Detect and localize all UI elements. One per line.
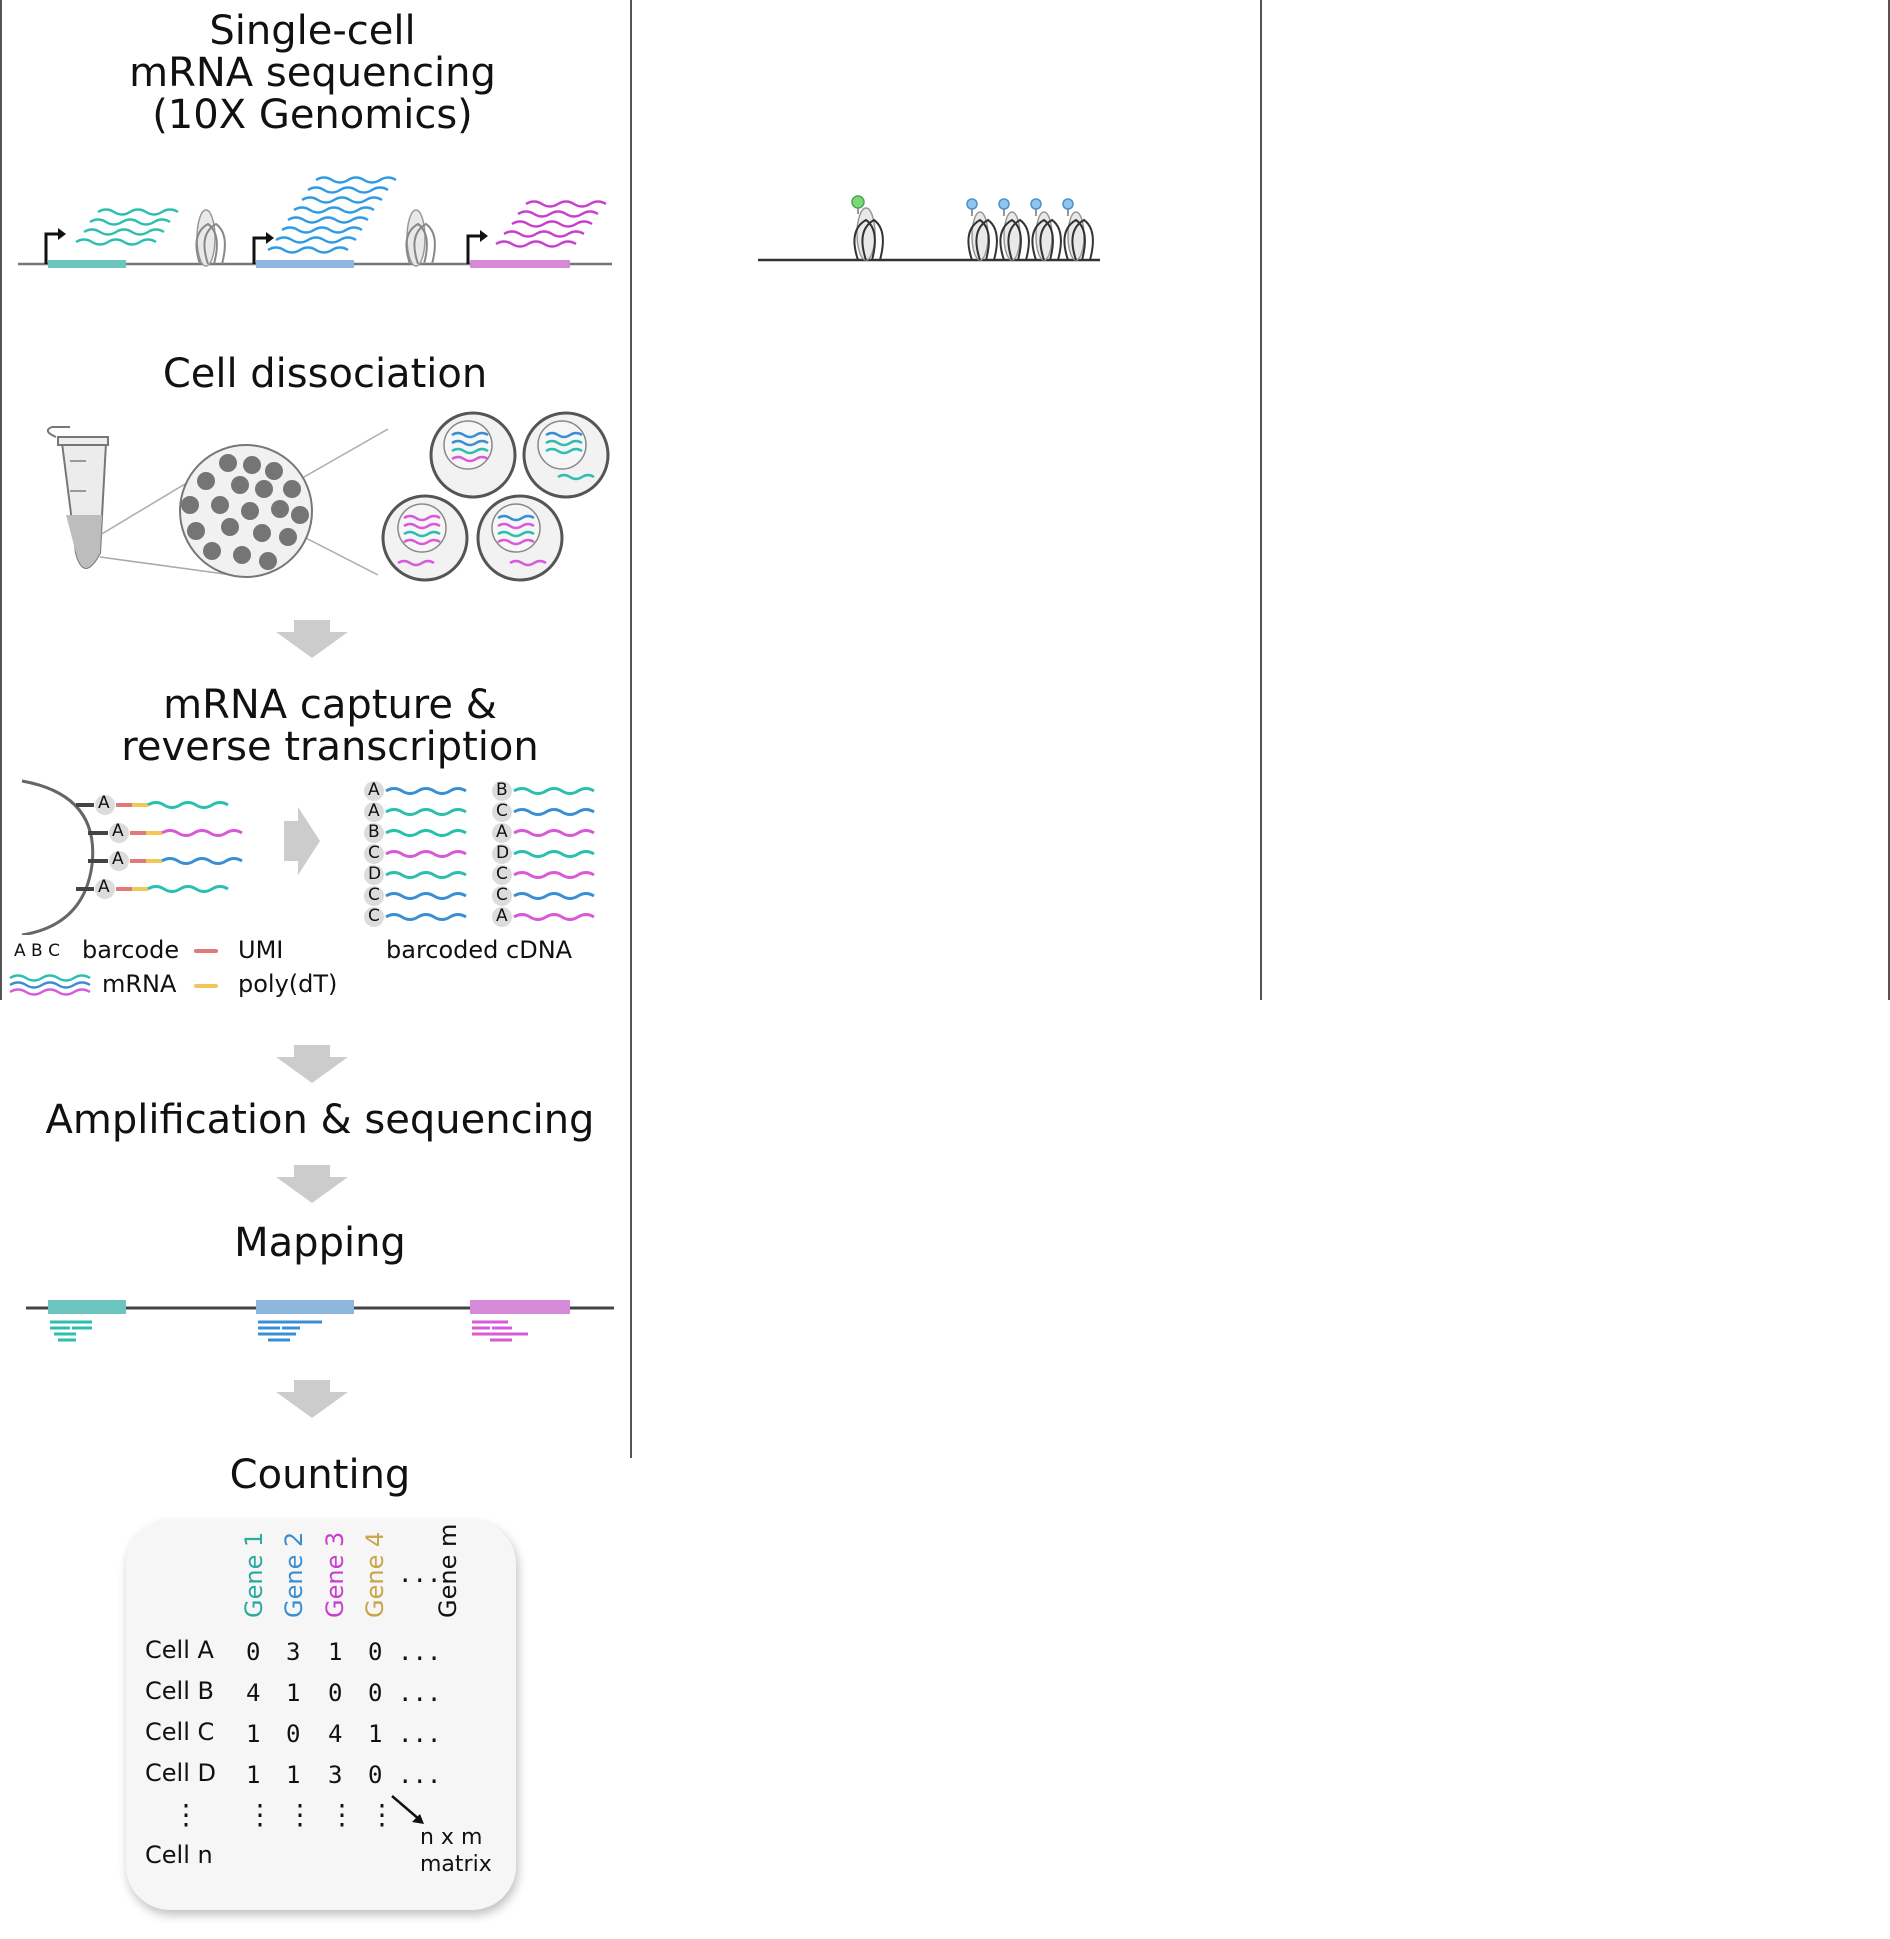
capture-title-line1: mRNA capture & (163, 682, 497, 728)
cdna-barcode: D (496, 843, 510, 863)
main-title-line1: Single-cell (209, 8, 416, 54)
legend-polydt-swatch (194, 984, 218, 988)
panel-divider-3 (1888, 0, 1890, 1000)
count-value: 0 (246, 1638, 261, 1666)
matrix-note-line1: n x m (420, 1825, 483, 1850)
count-value: 1 (246, 1720, 261, 1748)
count-matrix-card (126, 1520, 516, 1910)
legend-umi-swatch (194, 949, 218, 953)
count-value: ... (398, 1720, 442, 1748)
cell-row-label: Cell D (145, 1759, 216, 1787)
cdna-barcode: C (496, 801, 508, 821)
legend-barcode-letters: A B C (14, 941, 60, 961)
count-value: 0 (286, 1720, 301, 1748)
count-value: ... (398, 1638, 442, 1666)
vertical-ellipsis: ⋮ (246, 1798, 274, 1831)
vertical-ellipsis: ⋮ (172, 1798, 200, 1831)
panel-divider-1 (630, 0, 632, 1458)
bead-barcode: A (112, 849, 124, 869)
legend-umi: UMI (238, 936, 284, 964)
mapping-title: Mapping (234, 1220, 406, 1266)
cell-row-label: Cell C (145, 1718, 215, 1746)
count-value: 1 (368, 1720, 383, 1748)
bead-barcode: A (98, 793, 110, 813)
gene-header-ellipsis: ... (398, 1560, 442, 1588)
vertical-ellipsis: ⋮ (328, 1798, 356, 1831)
count-value: 0 (368, 1761, 383, 1789)
down-arrow-1 (276, 620, 348, 658)
cdna-barcode: A (368, 780, 380, 800)
count-value: 1 (286, 1679, 301, 1707)
cdna-barcode: C (368, 906, 380, 926)
cdna-barcode: A (496, 822, 508, 842)
legend-barcoded-cdna: barcoded cDNA (386, 936, 573, 964)
cdna-barcode: C (496, 864, 508, 884)
gene-expression-diagram (18, 176, 612, 268)
cdna-barcode: A (368, 801, 380, 821)
bead-barcode: A (98, 877, 110, 897)
capture-diagram (21, 779, 595, 935)
down-arrow-4 (276, 1380, 348, 1418)
cdna-barcode: B (368, 822, 380, 842)
cell-row-label: Cell B (145, 1677, 214, 1705)
down-arrow-2 (276, 1045, 348, 1083)
count-value: 0 (368, 1679, 383, 1707)
legend-polydt: poly(dT) (238, 970, 338, 998)
count-value: ... (398, 1761, 442, 1789)
main-title-line3: (10X Genomics) (152, 92, 473, 138)
chromatin-diagram (758, 195, 1100, 262)
counting-title: Counting (229, 1452, 411, 1498)
dissociation-title: Cell dissociation (162, 351, 488, 397)
count-value: 3 (328, 1761, 343, 1789)
cdna-barcode: D (368, 864, 382, 884)
panel-divider-2 (1260, 0, 1262, 1000)
gene-header: Gene 3 (321, 1531, 349, 1618)
gene-header: Gene m (434, 1523, 462, 1618)
count-value: ... (398, 1679, 442, 1707)
vertical-ellipsis: ⋮ (368, 1798, 396, 1831)
capture-title-line2: reverse transcription (121, 724, 539, 770)
panel-divider-left (0, 0, 2, 1000)
cdna-barcode: C (496, 885, 508, 905)
count-value: 1 (246, 1761, 261, 1789)
count-value: 0 (368, 1638, 383, 1666)
amplification-title: Amplification & sequencing (45, 1097, 595, 1143)
matrix-note-line2: matrix (420, 1852, 492, 1877)
gene-header: Gene 1 (240, 1531, 268, 1618)
cell-row-label-n: Cell n (145, 1841, 213, 1869)
diagonal-arrow-icon (391, 1795, 424, 1824)
bead-barcode: A (112, 821, 124, 841)
mapping-diagram (26, 1300, 614, 1342)
cdna-barcode: C (368, 843, 380, 863)
count-value: 1 (286, 1761, 301, 1789)
cell-row-label: Cell A (145, 1636, 214, 1664)
cell-dissociation-diagram (46, 411, 610, 582)
down-arrow-3 (276, 1165, 348, 1203)
count-value: 4 (246, 1679, 261, 1707)
legend-mrna-swatch (9, 974, 91, 996)
vertical-ellipsis: ⋮ (286, 1798, 314, 1831)
gene-header: Gene 4 (361, 1531, 389, 1618)
cdna-barcode: B (496, 780, 508, 800)
count-value: 4 (328, 1720, 343, 1748)
legend-mrna: mRNA (102, 970, 177, 998)
count-value: 3 (286, 1638, 301, 1666)
main-title-line2: mRNA sequencing (129, 50, 496, 96)
gene-header: Gene 2 (280, 1531, 308, 1618)
cdna-barcode: C (368, 885, 380, 905)
cdna-barcode: A (496, 906, 508, 926)
count-value: 0 (328, 1679, 343, 1707)
legend-barcode: barcode (82, 936, 180, 964)
count-value: 1 (328, 1638, 343, 1666)
